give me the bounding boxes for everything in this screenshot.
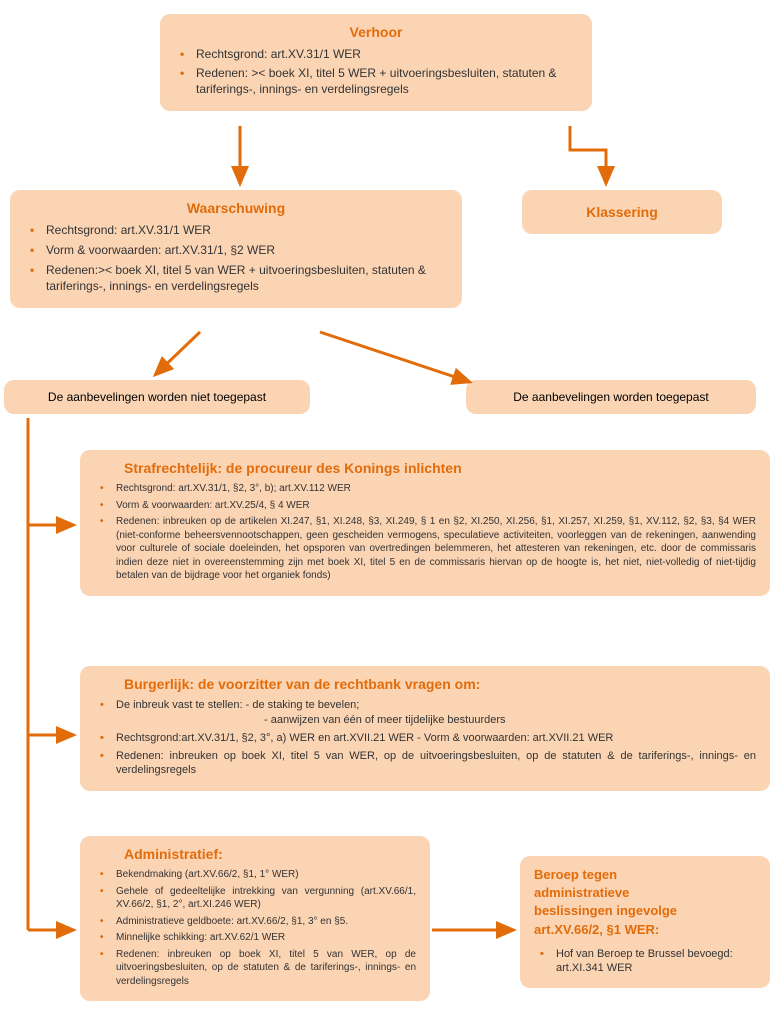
burgerlijk-b1-l2: - aanwijzen van één of meer tijdelijke b… bbox=[116, 714, 506, 726]
administratief-b4: Minnelijke schikking: art.XV.62/1 WER bbox=[94, 931, 416, 945]
beroep-t2: administratieve bbox=[534, 885, 629, 900]
beroep-t1: Beroep tegen bbox=[534, 867, 617, 882]
verhoor-title: Verhoor bbox=[174, 24, 578, 40]
arrow-waarschuwing-toegepast bbox=[320, 332, 470, 382]
strafrechtelijk-b2: Vorm & voorwaarden: art.XV.25/4, § 4 WER bbox=[94, 499, 756, 513]
node-toegepast: De aanbevelingen worden toegepast bbox=[466, 380, 756, 414]
waarschuwing-b3: Redenen:>< boek XI, titel 5 van WER + ui… bbox=[24, 262, 448, 296]
administratief-b1: Bekendmaking (art.XV.66/2, §1, 1° WER) bbox=[94, 868, 416, 882]
waarschuwing-title: Waarschuwing bbox=[24, 200, 448, 216]
waarschuwing-b1: Rechtsgrond: art.XV.31/1 WER bbox=[24, 222, 448, 239]
administratief-b3: Administratieve geldboete: art.XV.66/2, … bbox=[94, 915, 416, 929]
administratief-title: Administratief: bbox=[124, 846, 416, 862]
toegepast-text: De aanbevelingen worden toegepast bbox=[513, 390, 708, 404]
node-verhoor: Verhoor Rechtsgrond: art.XV.31/1 WER Red… bbox=[160, 14, 592, 111]
burgerlijk-b2: Rechtsgrond:art.XV.31/1, §2, 3°, a) WER … bbox=[94, 731, 756, 746]
administratief-b2: Gehele of gedeeltelijke intrekking van v… bbox=[94, 885, 416, 912]
waarschuwing-b2: Vorm & voorwaarden: art.XV.31/1, §2 WER bbox=[24, 242, 448, 259]
burgerlijk-title: Burgerlijk: de voorzitter van de rechtba… bbox=[124, 676, 756, 692]
burgerlijk-b1: De inbreuk vast te stellen: - de staking… bbox=[94, 698, 756, 728]
niet-toegepast-text: De aanbevelingen worden niet toegepast bbox=[48, 390, 266, 404]
strafrechtelijk-b3: Redenen: inbreuken op de artikelen XI.24… bbox=[94, 515, 756, 583]
beroep-t4: art.XV.66/2, §1 WER: bbox=[534, 922, 659, 937]
klassering-title: Klassering bbox=[536, 204, 708, 220]
node-burgerlijk: Burgerlijk: de voorzitter van de rechtba… bbox=[80, 666, 770, 791]
node-waarschuwing: Waarschuwing Rechtsgrond: art.XV.31/1 WE… bbox=[10, 190, 462, 308]
strafrechtelijk-b1: Rechtsgrond: art.XV.31/1, §2, 3°, b); ar… bbox=[94, 482, 756, 496]
arrow-waarschuwing-niet bbox=[155, 332, 200, 375]
node-strafrechtelijk: Strafrechtelijk: de procureur des Koning… bbox=[80, 450, 770, 596]
node-administratief: Administratief: Bekendmaking (art.XV.66/… bbox=[80, 836, 430, 1001]
verhoor-b2: Redenen: >< boek XI, titel 5 WER + uitvo… bbox=[174, 65, 578, 97]
verhoor-b1: Rechtsgrond: art.XV.31/1 WER bbox=[174, 46, 578, 62]
burgerlijk-b3: Redenen: inbreuken op boek XI, titel 5 v… bbox=[94, 749, 756, 779]
node-klassering: Klassering bbox=[522, 190, 722, 234]
node-niet-toegepast: De aanbevelingen worden niet toegepast bbox=[4, 380, 310, 414]
burgerlijk-b1-l1: De inbreuk vast te stellen: - de staking… bbox=[116, 699, 359, 711]
node-beroep: Beroep tegen administratieve beslissinge… bbox=[520, 856, 770, 988]
strafrechtelijk-title: Strafrechtelijk: de procureur des Koning… bbox=[124, 460, 756, 476]
beroep-b1: Hof van Beroep te Brussel bevoegd: art.X… bbox=[534, 947, 756, 976]
administratief-b5: Redenen: inbreuken op boek XI, titel 5 v… bbox=[94, 948, 416, 989]
arrow-verhoor-klassering bbox=[570, 126, 606, 184]
beroep-t3: beslissingen ingevolge bbox=[534, 903, 677, 918]
